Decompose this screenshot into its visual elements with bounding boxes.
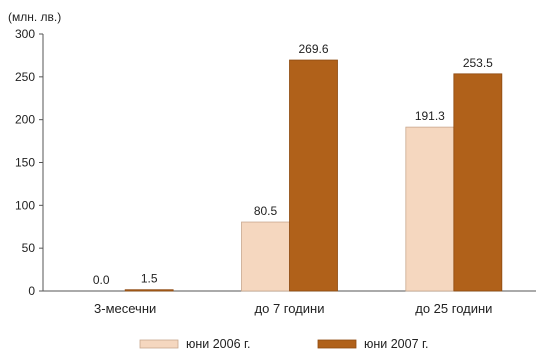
unit-label: (млн. лв.) [8,10,61,24]
data-label: 1.5 [141,272,158,286]
bar [405,126,455,292]
bar [241,221,290,292]
legend: юни 2006 г. юни 2007 г. [139,337,429,351]
y-tick-label: 100 [15,198,35,212]
data-label: 0.0 [93,273,110,287]
legend-label: юни 2007 г. [364,337,429,351]
category-label: до 25 години [415,301,492,316]
y-tick-label: 150 [15,156,35,170]
bars: 0.0 1.5 80.5 269.6 191.3 253.5 [93,42,503,292]
y-tick-label: 200 [15,113,35,127]
category-labels: 3-месечни до 7 години до 25 години [94,301,492,316]
data-label: 253.5 [463,56,493,70]
bar [453,73,503,292]
legend-swatch [317,339,357,349]
bar [289,59,338,292]
category-label: 3-месечни [94,301,156,316]
y-tick-label: 300 [15,27,35,41]
data-label: 269.6 [298,42,328,56]
bar [124,289,174,292]
y-tick-label: 50 [22,241,36,255]
y-tick-label: 250 [15,70,35,84]
legend-label: юни 2006 г. [186,337,251,351]
data-label: 80.5 [254,204,278,218]
data-label: 191.3 [415,109,445,123]
category-label: до 7 години [255,301,325,316]
legend-swatch [139,339,179,349]
y-tick-label: 0 [28,284,35,298]
